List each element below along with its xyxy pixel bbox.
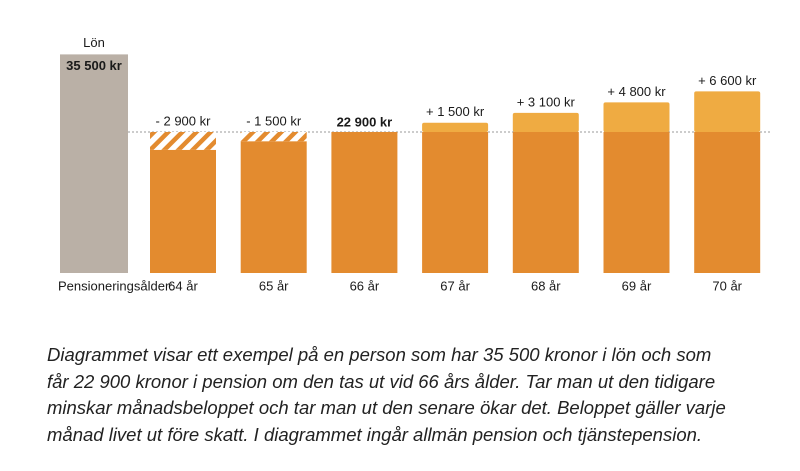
pension-bar [331, 131, 398, 273]
change-label: + 1 500 kr [426, 104, 485, 119]
increase-segment [694, 91, 761, 132]
caption-line: får 22 900 kronor i pension om den tas u… [47, 370, 716, 392]
change-label: + 6 600 kr [698, 73, 757, 88]
chart: Lön 35 500 kr Pensioneringsålder: - 2 900 k… [58, 35, 772, 293]
salary-bar [60, 54, 128, 273]
x-tick-label: 67 år [440, 278, 470, 293]
x-tick-label: 64 år [168, 278, 198, 293]
salary-name: Lön [83, 35, 105, 50]
x-axis-label: Pensioneringsålder: [58, 278, 173, 293]
pension-bar [694, 131, 761, 273]
caption: Diagrammet visar ett exempel på en perso… [47, 342, 787, 448]
change-label: - 2 900 kr [156, 113, 212, 128]
reduction-segment [150, 131, 216, 150]
x-tick-label: 70 år [712, 278, 742, 293]
x-tick-label: 68 år [531, 278, 561, 293]
x-tick-label: 66 år [350, 278, 380, 293]
increase-segment [512, 112, 579, 132]
change-label: + 4 800 kr [607, 84, 666, 99]
caption-line: månad livet ut före skatt. I diagrammet … [47, 423, 703, 445]
pension-bar [240, 141, 307, 273]
x-tick-label: 69 år [622, 278, 652, 293]
caption-line: minskar månadsbeloppet och tar man ut de… [47, 397, 726, 419]
base-label: 22 900 kr [337, 114, 393, 129]
pension-bar [603, 131, 670, 273]
reduction-segment [240, 131, 307, 142]
salary-label: 35 500 kr [66, 58, 122, 73]
caption-line: Diagrammet visar ett exempel på en perso… [47, 344, 712, 365]
change-label: + 3 100 kr [517, 94, 576, 109]
x-tick-label: 65 år [259, 278, 289, 293]
increase-segment [603, 102, 670, 132]
increase-segment [422, 122, 489, 132]
pension-bar [150, 149, 216, 273]
pension-bar [422, 131, 489, 273]
change-label: - 1 500 kr [246, 113, 302, 128]
pension-bar [512, 131, 579, 273]
